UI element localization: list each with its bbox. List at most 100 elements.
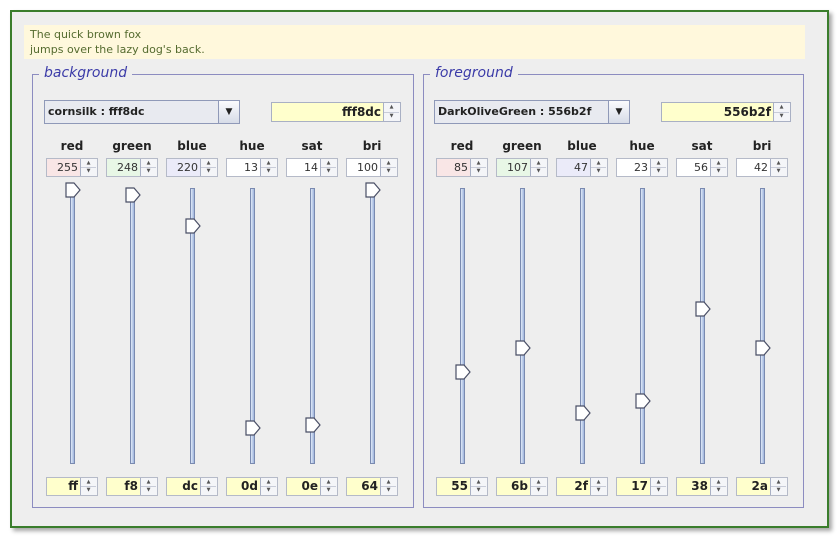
- hex-spinner-buttons[interactable]: ▲ ▼: [380, 478, 397, 495]
- spin-down-icon[interactable]: ▼: [386, 168, 391, 174]
- green-value-spinner[interactable]: 248 ▲ ▼: [106, 158, 158, 177]
- slider-thumb-icon[interactable]: [695, 301, 711, 318]
- spin-down-icon[interactable]: ▼: [146, 168, 151, 174]
- spin-down-icon[interactable]: ▼: [206, 168, 211, 174]
- red-hex-spinner[interactable]: 55 ▲ ▼: [436, 477, 488, 496]
- green-value[interactable]: 248: [107, 159, 141, 176]
- value-spinner-buttons[interactable]: ▲ ▼: [470, 159, 487, 176]
- hex-spinner-buttons[interactable]: ▲ ▼: [200, 478, 217, 495]
- chevron-down-icon[interactable]: ▼: [608, 101, 629, 123]
- spin-down-icon[interactable]: ▼: [776, 168, 781, 174]
- bri-hex-value[interactable]: 2a: [737, 478, 771, 495]
- spin-down-icon[interactable]: ▼: [389, 113, 394, 119]
- value-spinner-buttons[interactable]: ▲ ▼: [200, 159, 217, 176]
- spin-up-icon[interactable]: ▲: [381, 478, 396, 487]
- hue-hex-spinner[interactable]: 0d ▲ ▼: [226, 477, 278, 496]
- background-color-combo[interactable]: cornsilk : fff8dc ▼: [44, 100, 240, 124]
- blue-value[interactable]: 220: [167, 159, 201, 176]
- hex-spinner-buttons[interactable]: ▲ ▼: [770, 478, 787, 495]
- slider-thumb-icon[interactable]: [125, 187, 141, 204]
- spin-up-icon[interactable]: ▲: [774, 103, 789, 113]
- sat-hex-value[interactable]: 0e: [287, 478, 321, 495]
- red-slider-track[interactable]: [70, 188, 75, 464]
- spin-down-icon[interactable]: ▼: [266, 487, 271, 493]
- spin-down-icon[interactable]: ▼: [476, 168, 481, 174]
- value-spinner-buttons[interactable]: ▲ ▼: [320, 159, 337, 176]
- hex-spinner-buttons[interactable]: ▲ ▼: [530, 478, 547, 495]
- value-spinner-buttons[interactable]: ▲ ▼: [140, 159, 157, 176]
- spin-up-icon[interactable]: ▲: [381, 159, 396, 168]
- spin-up-icon[interactable]: ▲: [141, 478, 156, 487]
- spin-up-icon[interactable]: ▲: [711, 478, 726, 487]
- bri-slider-track[interactable]: [760, 188, 765, 464]
- spin-up-icon[interactable]: ▲: [384, 103, 399, 113]
- spin-down-icon[interactable]: ▼: [326, 487, 331, 493]
- bri-value[interactable]: 100: [347, 159, 381, 176]
- slider-thumb-icon[interactable]: [635, 392, 651, 409]
- value-spinner-buttons[interactable]: ▲ ▼: [530, 159, 547, 176]
- spin-down-icon[interactable]: ▼: [716, 487, 721, 493]
- sat-hex-spinner[interactable]: 38 ▲ ▼: [676, 477, 728, 496]
- sat-value[interactable]: 56: [677, 159, 711, 176]
- green-value[interactable]: 107: [497, 159, 531, 176]
- blue-slider-track[interactable]: [190, 188, 195, 464]
- hex-spinner-buttons[interactable]: ▲ ▼: [140, 478, 157, 495]
- value-spinner-buttons[interactable]: ▲ ▼: [260, 159, 277, 176]
- green-hex-spinner[interactable]: 6b ▲ ▼: [496, 477, 548, 496]
- slider-thumb-icon[interactable]: [455, 364, 471, 380]
- hex-spinner[interactable]: ▲ ▼: [773, 103, 790, 121]
- sat-value-spinner[interactable]: 14 ▲ ▼: [286, 158, 338, 177]
- bri-value-spinner[interactable]: 100 ▲ ▼: [346, 158, 398, 177]
- spin-down-icon[interactable]: ▼: [776, 487, 781, 493]
- spin-up-icon[interactable]: ▲: [141, 159, 156, 168]
- green-slider-track[interactable]: [520, 188, 525, 464]
- spin-down-icon[interactable]: ▼: [596, 168, 601, 174]
- spin-down-icon[interactable]: ▼: [476, 487, 481, 493]
- slider-thumb-icon[interactable]: [515, 340, 531, 356]
- hex-spinner-buttons[interactable]: ▲ ▼: [650, 478, 667, 495]
- value-spinner-buttons[interactable]: ▲ ▼: [710, 159, 727, 176]
- blue-hex-spinner[interactable]: 2f ▲ ▼: [556, 477, 608, 496]
- value-spinner-buttons[interactable]: ▲ ▼: [590, 159, 607, 176]
- hue-hex-value[interactable]: 0d: [227, 478, 261, 495]
- hue-hex-spinner[interactable]: 17 ▲ ▼: [616, 477, 668, 496]
- hue-slider-track[interactable]: [250, 188, 255, 464]
- spin-down-icon[interactable]: ▼: [596, 487, 601, 493]
- hex-value[interactable]: 556b2f: [662, 103, 774, 121]
- sat-hex-value[interactable]: 38: [677, 478, 711, 495]
- sat-value[interactable]: 14: [287, 159, 321, 176]
- spin-up-icon[interactable]: ▲: [201, 159, 216, 168]
- bri-hex-value[interactable]: 64: [347, 478, 381, 495]
- hex-spinner-buttons[interactable]: ▲ ▼: [80, 478, 97, 495]
- spin-down-icon[interactable]: ▼: [206, 487, 211, 493]
- red-hex-value[interactable]: 55: [437, 478, 471, 495]
- spin-down-icon[interactable]: ▼: [656, 487, 661, 493]
- spin-up-icon[interactable]: ▲: [531, 478, 546, 487]
- green-hex-spinner[interactable]: f8 ▲ ▼: [106, 477, 158, 496]
- red-value[interactable]: 85: [437, 159, 471, 176]
- value-spinner-buttons[interactable]: ▲ ▼: [770, 159, 787, 176]
- spin-up-icon[interactable]: ▲: [471, 159, 486, 168]
- bri-value-spinner[interactable]: 42 ▲ ▼: [736, 158, 788, 177]
- spin-up-icon[interactable]: ▲: [261, 159, 276, 168]
- value-spinner-buttons[interactable]: ▲ ▼: [380, 159, 397, 176]
- spin-down-icon[interactable]: ▼: [536, 487, 541, 493]
- background-hex-field[interactable]: fff8dc ▲ ▼: [271, 102, 401, 122]
- spin-up-icon[interactable]: ▲: [651, 159, 666, 168]
- green-hex-value[interactable]: f8: [107, 478, 141, 495]
- blue-value[interactable]: 47: [557, 159, 591, 176]
- blue-hex-spinner[interactable]: dc ▲ ▼: [166, 477, 218, 496]
- blue-slider-track[interactable]: [580, 188, 585, 464]
- hue-value-spinner[interactable]: 23 ▲ ▼: [616, 158, 668, 177]
- red-hex-value[interactable]: ff: [47, 478, 81, 495]
- red-value-spinner[interactable]: 85 ▲ ▼: [436, 158, 488, 177]
- value-spinner-buttons[interactable]: ▲ ▼: [650, 159, 667, 176]
- spin-down-icon[interactable]: ▼: [536, 168, 541, 174]
- red-value[interactable]: 255: [47, 159, 81, 176]
- spin-up-icon[interactable]: ▲: [651, 478, 666, 487]
- foreground-color-combo[interactable]: DarkOliveGreen : 556b2f ▼: [434, 100, 630, 124]
- spin-down-icon[interactable]: ▼: [86, 487, 91, 493]
- red-hex-spinner[interactable]: ff ▲ ▼: [46, 477, 98, 496]
- spin-up-icon[interactable]: ▲: [531, 159, 546, 168]
- spin-up-icon[interactable]: ▲: [591, 478, 606, 487]
